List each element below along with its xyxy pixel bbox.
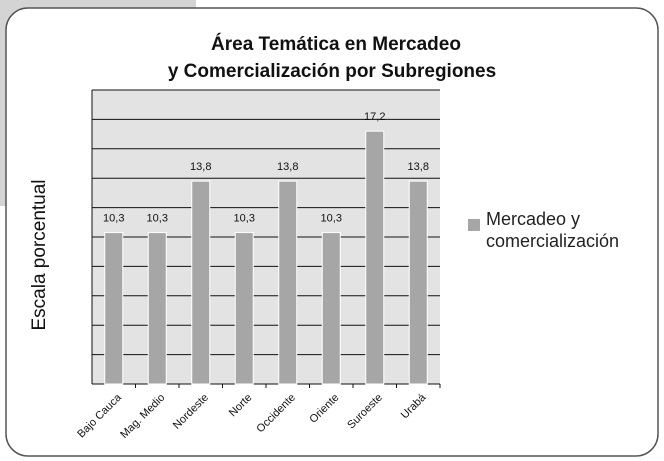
bar <box>365 130 385 385</box>
data-label: 10,3 <box>103 212 124 224</box>
data-label: 10,3 <box>234 212 255 224</box>
bar <box>147 232 167 385</box>
bar <box>321 232 341 385</box>
data-label: 13,8 <box>277 161 298 173</box>
data-label: 10,3 <box>147 212 168 224</box>
bar <box>104 232 124 385</box>
bar <box>408 180 428 385</box>
data-label: 17,2 <box>364 111 385 123</box>
chart-title: Área Temática en Mercadeo <box>211 33 461 55</box>
bar <box>278 180 298 385</box>
legend-label: Mercadeo y comercialización <box>486 209 620 251</box>
chart-subtitle: y Comercialización por Subregiones <box>168 61 496 82</box>
data-label: 10,3 <box>321 212 342 224</box>
bar <box>234 232 254 385</box>
legend-swatch <box>468 219 480 231</box>
bar <box>191 180 211 385</box>
y-axis-label: Escala porcentual <box>29 179 50 330</box>
data-label: 13,8 <box>190 161 211 173</box>
data-label: 13,8 <box>408 161 429 173</box>
